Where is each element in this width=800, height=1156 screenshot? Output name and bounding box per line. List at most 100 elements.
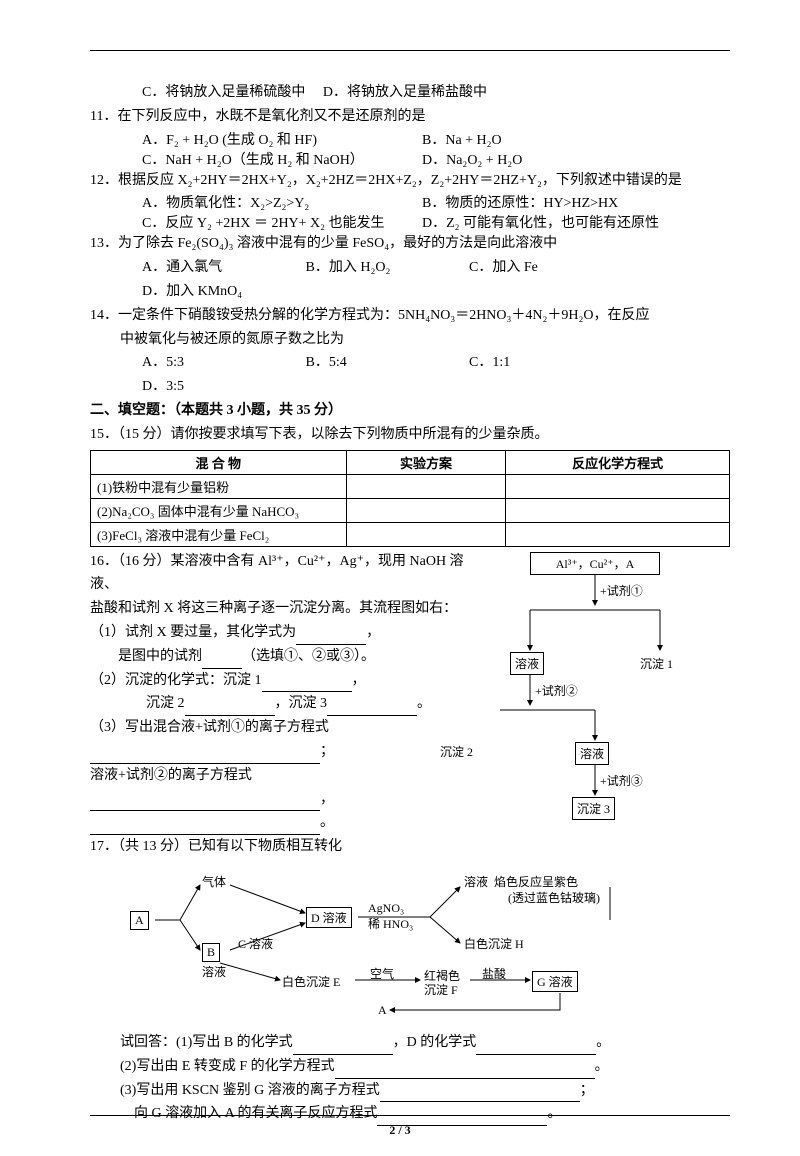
blank[interactable]: [476, 1040, 596, 1055]
lbl-whiteH: 白色沉淀 H: [464, 935, 524, 952]
table-row: (3)FeCl₃ 溶液中混有少量 FeCl₂: [91, 522, 730, 546]
fc-r2: +试剂②: [535, 682, 578, 699]
page: C．将钠放入足量稀硫酸中 D．将钠放入足量稀盐酸中 11．在下列反应中，水既不是…: [0, 0, 800, 1156]
q16-p1c: 是图中的试剂（选填①、②或③）。: [90, 645, 490, 669]
q13-opts: A．通入氯气 B．加入 H₂O₂ C．加入 Fe D．加入 KMnO₄: [90, 256, 730, 304]
q14-text2: 中被氧化与被还原的氮原子数之比为: [90, 328, 730, 352]
node-gas: 气体: [202, 873, 226, 890]
top-rule: [90, 50, 730, 51]
th-equation: 反应化学方程式: [506, 450, 730, 474]
opt-d: D．将钠放入足量稀盐酸中: [323, 85, 487, 100]
q16-p1: （1）试剂 X 要过量，其化学式为，: [90, 621, 490, 645]
blank[interactable]: [262, 677, 352, 692]
blank[interactable]: [296, 630, 366, 645]
q16-p3c: 溶液+试剂②的离子方程式: [90, 764, 490, 788]
lbl-Abot: A: [378, 1003, 387, 1018]
blank[interactable]: [90, 820, 320, 835]
table-row: (1)铁粉中混有少量铝粉: [91, 474, 730, 498]
q16-p3b: ；: [90, 740, 490, 764]
blank[interactable]: [380, 1087, 580, 1102]
fc-r3: +试剂③: [600, 772, 643, 789]
q15-text: 15．（15 分）请你按要求填写下表，以除去下列物质中所混有的少量杂质。: [90, 423, 730, 447]
lbl-out1a: 溶液 焰色反应呈紫色: [464, 873, 578, 890]
th-plan: 实验方案: [346, 450, 506, 474]
q16-p2b: 沉淀 2，沉淀 3。: [90, 692, 490, 716]
table-header-row: 混 合 物 实验方案 反应化学方程式: [91, 450, 730, 474]
q13-d: D．加入 KMnO₄: [142, 280, 282, 304]
q14-b: B．5:4: [306, 351, 446, 375]
q11-opts2: C．NaH + H₂O（生成 H₂ 和 NaOH） D．Na₂O₂ + H₂O: [90, 149, 730, 169]
cell-r1: (1)铁粉中混有少量铝粉: [91, 474, 347, 498]
q15-table: 混 合 物 实验方案 反应化学方程式 (1)铁粉中混有少量铝粉 (2)Na₂CO…: [90, 450, 730, 547]
q11-c: C．NaH + H₂O（生成 H₂ 和 NaOH）: [142, 149, 402, 169]
node-a: A: [130, 911, 149, 930]
lbl-hcl: 盐酸: [482, 965, 506, 982]
q12-a: A．物质氧化性：X₂>Z₂>Y₂: [142, 192, 402, 212]
lbl-agno3a: AgNO₃: [368, 901, 404, 916]
section2-title: 二、填空题：（本题共 3 小题，共 35 分）: [90, 399, 730, 423]
cell-r2: (2)Na₂CO₃ 固体中混有少量 NaHCO₃: [91, 498, 347, 522]
fc-sol2: 溶液: [575, 742, 609, 765]
q17-a2: (2)写出由 E 转变成 F 的化学方程式。: [90, 1055, 730, 1079]
q12-opts: A．物质氧化性：X₂>Z₂>Y₂ B．物质的还原性：HY>HZ>HX: [90, 192, 730, 212]
q14-opts: A．5:3 B．5:4 C．1:1 D．3:5: [90, 351, 730, 399]
blank[interactable]: [90, 749, 320, 764]
lbl-whiteE: 白色沉淀 E: [282, 973, 340, 990]
node-sol: 溶液: [202, 963, 226, 980]
blank[interactable]: [293, 1040, 393, 1055]
fc-p1: 沉淀 1: [640, 655, 673, 672]
q16-left: 16．（16 分）某溶液中含有 Al³⁺，Cu²⁺，Ag⁺，现用 NaOH 溶液…: [90, 550, 490, 836]
q12-opts2: C．反应 Y₂ +2HX ＝ 2HY+ X₂ 也能发生 D．Z₂ 可能有氧化性，…: [90, 212, 730, 232]
fc-p3: 沉淀 3: [572, 797, 615, 820]
q16-l1: 16．（16 分）某溶液中含有 Al³⁺，Cu²⁺，Ag⁺，现用 NaOH 溶液…: [90, 550, 490, 598]
blank[interactable]: [90, 796, 320, 811]
node-b: B: [202, 943, 220, 962]
q12-d: D．Z₂ 可能有氧化性，也可能有还原性: [422, 212, 682, 232]
q17-a3: (3)写出用 KSCN 鉴别 G 溶液的离子方程式；: [90, 1079, 730, 1103]
q11-opts: A．F₂ + H₂O (生成 O₂ 和 HF) B．Na + H₂O: [90, 129, 730, 149]
blank[interactable]: [185, 701, 275, 716]
q11-a: A．F₂ + H₂O (生成 O₂ 和 HF): [142, 129, 402, 149]
q16-p2: （2）沉淀的化学式：沉淀 1，: [90, 669, 490, 693]
node-csol: C 溶液: [238, 935, 273, 952]
q14-d: D．3:5: [142, 375, 282, 399]
opt-c: C．将钠放入足量稀硫酸中: [142, 85, 305, 100]
q11-d: D．Na₂O₂ + H₂O: [422, 149, 562, 169]
q12-b: B．物质的还原性：HY>HZ>HX: [422, 192, 682, 212]
q13-b: B．加入 H₂O₂: [306, 256, 446, 280]
fc-top: Al³⁺，Cu²⁺，A: [530, 552, 660, 575]
lbl-agno3b: 稀 HNO₃: [368, 915, 413, 932]
q17-a1: 试回答：(1)写出 B 的化学式，D 的化学式。: [90, 1031, 730, 1055]
blank[interactable]: [335, 1064, 595, 1079]
q11-text: 11．在下列反应中，水既不是氧化剂又不是还原剂的是: [90, 105, 730, 129]
q16-p3a: （3）写出混合液+试剂①的离子方程式: [90, 716, 490, 740]
q14-a: A．5:3: [142, 351, 282, 375]
q11-b: B．Na + H₂O: [422, 129, 562, 149]
q16-container: 16．（16 分）某溶液中含有 Al³⁺，Cu²⁺，Ag⁺，现用 NaOH 溶液…: [90, 550, 730, 836]
fc-p2: 沉淀 2: [440, 743, 473, 760]
q14-text1: 14．一定条件下硝酸铵受热分解的化学方程式为：5NH₄NO₃＝2HNO₃＋4N₂…: [90, 304, 730, 328]
table-row: (2)Na₂CO₃ 固体中混有少量 NaHCO₃: [91, 498, 730, 522]
th-mixture: 混 合 物: [91, 450, 347, 474]
page-number: 2 / 3: [0, 1123, 800, 1138]
lbl-redF2: 沉淀 F: [424, 981, 458, 998]
q16-flowchart: Al³⁺，Cu²⁺，A +试剂① 溶液 沉淀 1 +试剂② 沉淀 2 溶液 +试…: [490, 550, 730, 836]
lbl-air: 空气: [370, 965, 394, 982]
prev-opts: C．将钠放入足量稀硫酸中 D．将钠放入足量稀盐酸中: [90, 81, 730, 105]
q13-c: C．加入 Fe: [469, 256, 609, 280]
node-g: G 溶液: [532, 971, 578, 992]
q13-text: 13．为了除去 Fe₂(SO₄)₃ 溶液中混有的少量 FeSO₄，最好的方法是向…: [90, 232, 730, 256]
q12-text: 12．根据反应 X₂+2HY＝2HX+Y₂，X₂+2HZ＝2HX+Z₂，Z₂+2…: [90, 169, 730, 193]
q17-title: 17．（共 13 分）已知有以下物质相互转化: [90, 835, 730, 859]
blank[interactable]: [327, 701, 417, 716]
cell-r3: (3)FeCl₃ 溶液中混有少量 FeCl₂: [91, 522, 347, 546]
q13-a: A．通入氯气: [142, 256, 282, 280]
bottom-rule: [90, 1115, 730, 1116]
q16-l2: 盐酸和试剂 X 将这三种离子逐一沉淀分离。其流程图如右：: [90, 597, 490, 621]
node-d: D 溶液: [306, 907, 352, 928]
fc-sol1: 溶液: [510, 652, 544, 675]
blank[interactable]: [202, 654, 242, 669]
q14-c: C．1:1: [469, 351, 609, 375]
q17-diagram: A 气体 B 溶液 C 溶液 D 溶液 AgNO₃ 稀 HNO₃ 溶液 焰色反应…: [130, 865, 730, 1025]
q16-p3e: 。: [90, 811, 490, 835]
